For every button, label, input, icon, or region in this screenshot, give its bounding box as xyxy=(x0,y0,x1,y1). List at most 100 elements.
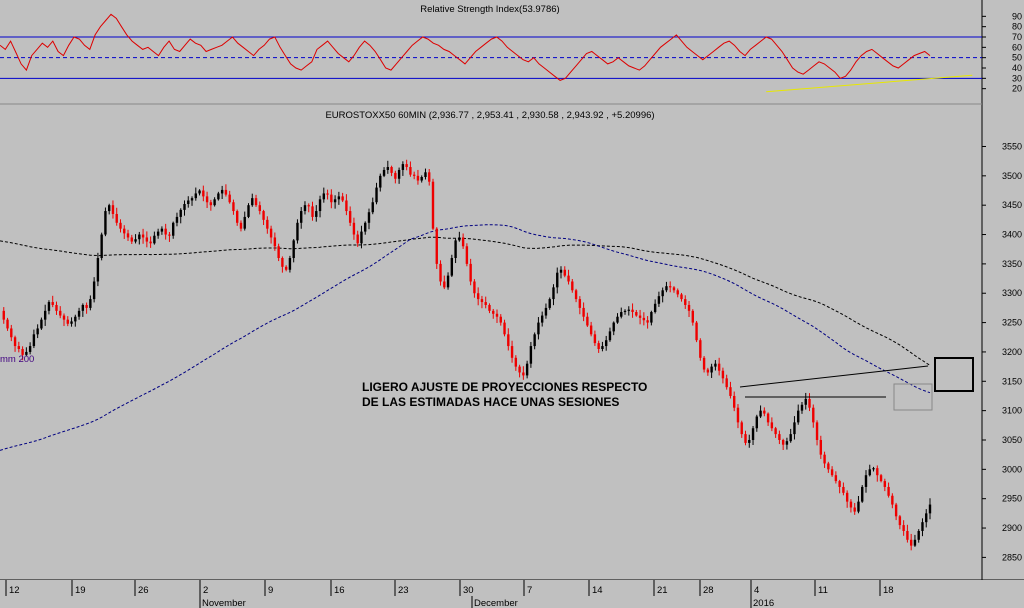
candle-body xyxy=(300,211,303,223)
candle-body xyxy=(571,281,574,291)
candle-body xyxy=(70,321,73,324)
candle-body xyxy=(405,164,408,168)
time-axis: 12 19 26 2 9 16 23 30 7 14 21 28 4 11 18 November Decemb… xyxy=(5,580,894,608)
candle-body xyxy=(32,334,36,347)
previous-projection-box xyxy=(893,383,933,411)
candle-body xyxy=(492,310,495,314)
rsi-support-trendline xyxy=(766,74,973,93)
time-axis-strip xyxy=(0,580,1024,608)
candle-body xyxy=(913,539,917,546)
candle-body xyxy=(454,240,457,259)
candle-body xyxy=(217,193,220,200)
candle-body xyxy=(740,422,743,435)
candle-body xyxy=(446,275,450,288)
candle-body xyxy=(529,346,533,364)
candle-body xyxy=(318,199,322,212)
candle-body xyxy=(872,468,875,470)
candle-body xyxy=(36,328,39,335)
candle-body xyxy=(887,486,890,496)
price-tick-label: 3150 xyxy=(1002,376,1022,386)
candle-body xyxy=(130,237,133,242)
candle-body xyxy=(665,286,668,291)
candle-body xyxy=(774,428,777,435)
price-tick-label: 2900 xyxy=(1002,523,1022,533)
candle-body xyxy=(348,211,352,223)
rsi-tick-label: 60 xyxy=(1012,42,1022,52)
candle-body xyxy=(228,194,231,203)
candle-body xyxy=(371,202,374,213)
candle-body xyxy=(28,346,32,352)
candle-body xyxy=(789,434,792,442)
time-tick-label: 18 xyxy=(883,585,894,596)
annotation-line-2: DE LAS ESTIMADAS HACE UNAS SESIONES xyxy=(362,395,619,409)
candle-body xyxy=(171,222,175,236)
candle-body xyxy=(269,228,273,238)
time-tick-label: 28 xyxy=(703,585,714,596)
candle-body xyxy=(284,266,288,270)
candle-body xyxy=(92,281,96,300)
candle-body xyxy=(763,410,766,414)
candle-body xyxy=(153,235,156,244)
candle-body xyxy=(861,486,864,502)
candle-body xyxy=(40,319,43,329)
rsi-tick-label: 70 xyxy=(1012,32,1022,42)
candle-body xyxy=(303,205,307,212)
price-tick-label: 3400 xyxy=(1002,230,1022,240)
price-tick-label: 3500 xyxy=(1002,171,1022,181)
candle-body xyxy=(401,164,405,170)
candle-body xyxy=(367,212,371,223)
candle-body xyxy=(281,258,284,267)
candle-body xyxy=(522,372,525,376)
candle-body xyxy=(574,290,578,300)
candle-body xyxy=(420,177,423,181)
candle-body xyxy=(47,302,51,311)
candle-body xyxy=(220,189,224,194)
candle-body xyxy=(375,187,378,203)
rsi-tick-label: 30 xyxy=(1012,73,1022,83)
candle-body xyxy=(601,346,604,349)
candle-body xyxy=(815,422,819,440)
candle-body xyxy=(804,398,807,405)
candle-body xyxy=(194,193,197,199)
candle-body xyxy=(458,237,461,241)
candle-body xyxy=(386,167,390,170)
time-tick-label: 16 xyxy=(334,585,345,596)
candle-body xyxy=(676,290,679,295)
candle-body xyxy=(620,312,623,317)
rsi-tick-label: 20 xyxy=(1012,84,1022,94)
time-tick-label: 4 xyxy=(754,585,759,596)
candle-body xyxy=(819,439,823,455)
candle-body xyxy=(657,296,661,304)
candle-body xyxy=(232,202,235,212)
candle-body xyxy=(134,239,137,242)
candle-body xyxy=(616,316,619,323)
candle-body xyxy=(823,454,826,464)
candle-body xyxy=(669,286,672,288)
resistance-trendline xyxy=(739,365,929,388)
candle-body xyxy=(642,317,646,321)
candle-body xyxy=(337,196,341,200)
moving-average-200 xyxy=(0,224,931,451)
candle-body xyxy=(198,190,201,194)
candle-body xyxy=(115,213,118,223)
candle-body xyxy=(59,310,62,316)
candle-body xyxy=(292,240,295,259)
candle-body xyxy=(126,233,130,238)
candle-body xyxy=(236,211,239,223)
candle-body xyxy=(360,231,363,244)
candle-body xyxy=(800,404,804,411)
candle-body xyxy=(680,294,683,300)
candle-body xyxy=(710,366,713,373)
candle-body xyxy=(81,304,85,311)
candle-body xyxy=(2,310,5,320)
candle-body xyxy=(687,304,691,311)
price-tick-label: 3350 xyxy=(1002,259,1022,269)
candle-body xyxy=(691,310,694,323)
candle-body xyxy=(495,313,499,317)
candle-body xyxy=(827,463,830,470)
candle-body xyxy=(156,231,160,236)
price-tick-label: 3000 xyxy=(1002,464,1022,474)
candle-body xyxy=(382,169,386,176)
